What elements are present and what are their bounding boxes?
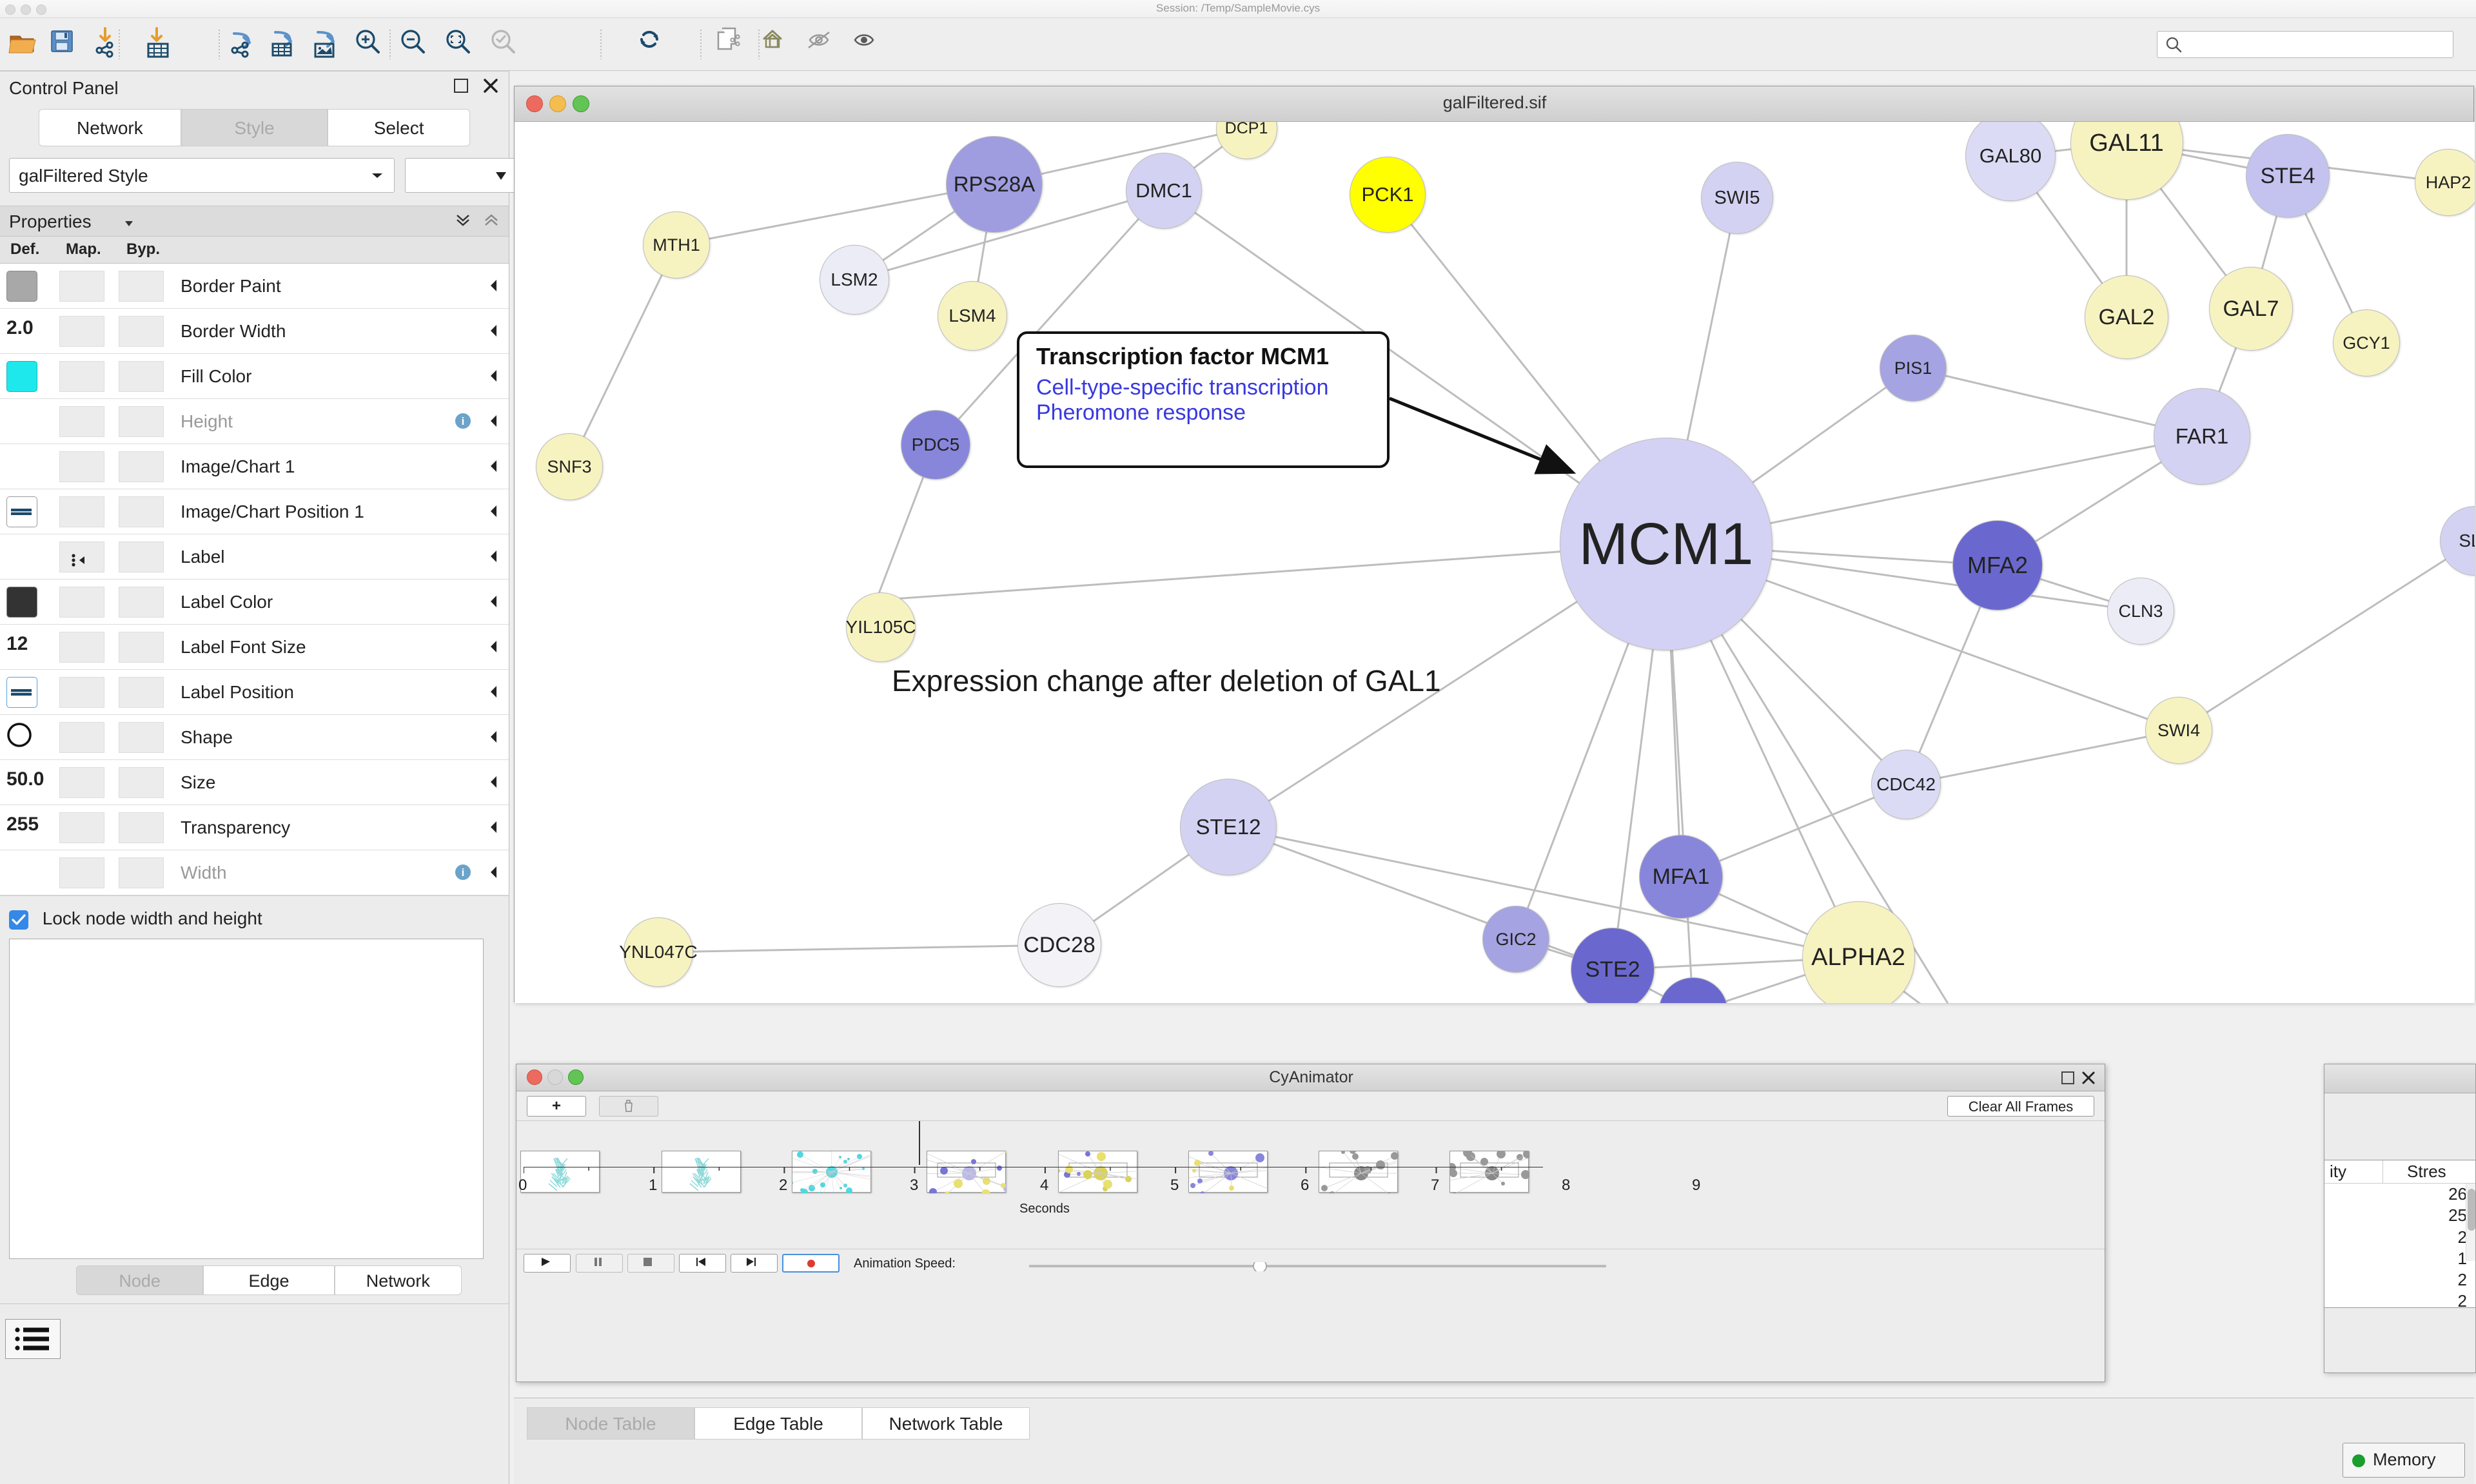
svg-text:i: i xyxy=(462,866,465,879)
svg-text:i: i xyxy=(462,415,465,427)
